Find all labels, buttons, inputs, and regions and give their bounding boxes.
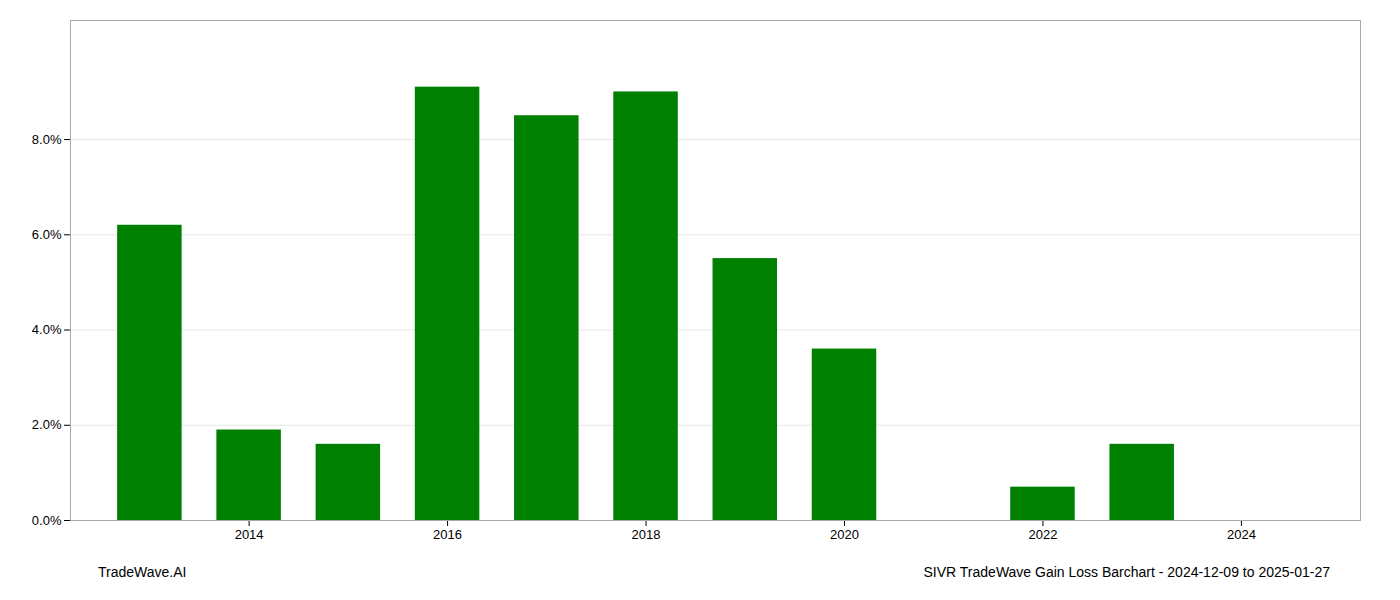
svg-text:2020: 2020 [830, 527, 859, 542]
svg-text:2014: 2014 [235, 527, 264, 542]
svg-text:0.0%: 0.0% [32, 513, 62, 528]
svg-text:6.0%: 6.0% [32, 227, 62, 242]
svg-text:4.0%: 4.0% [32, 322, 62, 337]
svg-text:2016: 2016 [433, 527, 462, 542]
svg-text:2018: 2018 [632, 527, 661, 542]
svg-text:2022: 2022 [1029, 527, 1058, 542]
svg-text:2.0%: 2.0% [32, 417, 62, 432]
svg-text:2024: 2024 [1227, 527, 1256, 542]
html-text:SIVR TradeWave Gain Loss Barch: SIVR TradeWave Gain Loss Barchart - 2024… [923, 564, 1330, 580]
svg-text:8.0%: 8.0% [32, 132, 62, 147]
html-text:TradeWave.AI: TradeWave.AI [98, 564, 187, 580]
